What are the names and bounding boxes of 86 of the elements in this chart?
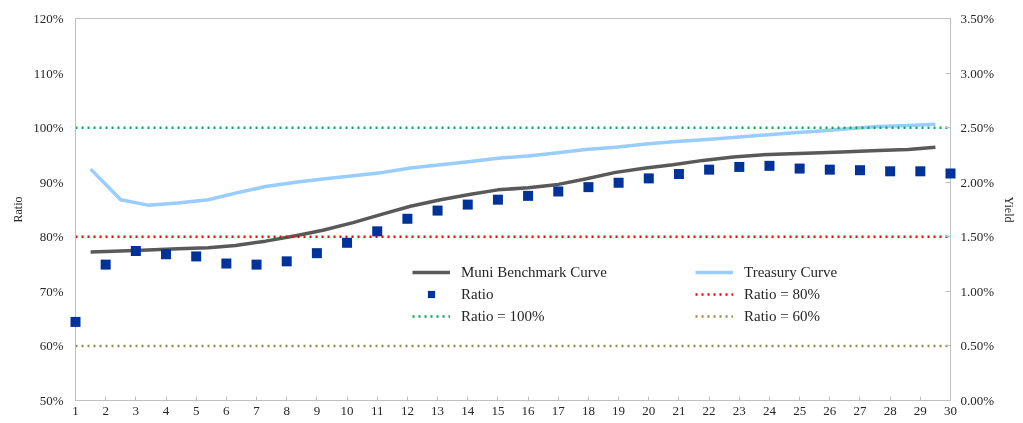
point bbox=[915, 166, 926, 177]
legend-label: Treasury Curve bbox=[744, 263, 838, 281]
point bbox=[492, 194, 503, 205]
x-tick-label: 2 bbox=[102, 402, 109, 418]
x-tick-label: 19 bbox=[612, 402, 626, 418]
y-tick-label: 110% bbox=[33, 65, 64, 81]
point bbox=[311, 248, 322, 259]
y2-tick-label: 3.50% bbox=[960, 11, 995, 26]
legend-label: Ratio = 80% bbox=[744, 285, 820, 303]
point bbox=[251, 259, 262, 270]
y2-tick-label: 0.50% bbox=[960, 338, 995, 354]
legend-label: Muni Benchmark Curve bbox=[461, 263, 607, 281]
point bbox=[372, 226, 383, 237]
y2-tick-label: 1.50% bbox=[960, 229, 995, 245]
x-tick-label: 30 bbox=[944, 402, 957, 418]
x-tick-label: 9 bbox=[313, 402, 321, 418]
y-tick-label: 80% bbox=[39, 229, 64, 245]
y2-axis-title: Yield bbox=[1002, 196, 1017, 223]
x-tick-label: 7 bbox=[253, 402, 261, 418]
point bbox=[191, 251, 202, 262]
y-tick-label: 90% bbox=[39, 174, 64, 190]
line-series bbox=[88, 145, 938, 254]
point bbox=[281, 256, 292, 267]
legend-label: Ratio = 60% bbox=[744, 307, 820, 325]
x-tick-label: 25 bbox=[793, 402, 807, 418]
x-tick-label: 12 bbox=[400, 402, 414, 418]
point bbox=[794, 163, 805, 174]
x-tick-label: 22 bbox=[702, 402, 716, 418]
x-tick-label: 27 bbox=[853, 402, 867, 418]
x-tick-label: 16 bbox=[521, 402, 536, 418]
x-tick-label: 10 bbox=[340, 402, 354, 418]
x-tick-label: 21 bbox=[672, 402, 686, 418]
y-tick-label: 70% bbox=[39, 283, 64, 299]
x-tick-label: 4 bbox=[162, 402, 170, 418]
point bbox=[673, 169, 684, 180]
legend-label: Ratio = 100% bbox=[461, 307, 545, 325]
x-tick-label: 11 bbox=[370, 402, 384, 418]
point bbox=[161, 249, 172, 260]
x-tick-label: 18 bbox=[581, 402, 595, 418]
x-tick-label: 3 bbox=[132, 402, 140, 418]
x-tick-label: 24 bbox=[762, 402, 777, 418]
y2-tick-label: 3.00% bbox=[960, 65, 995, 81]
point bbox=[462, 199, 473, 210]
y2-tick-label: 2.00% bbox=[960, 174, 995, 190]
legend-label: Ratio bbox=[461, 285, 494, 303]
point bbox=[613, 177, 624, 188]
y-tick-label: 50% bbox=[39, 393, 64, 408]
point bbox=[583, 182, 594, 193]
x-tick-label: 13 bbox=[431, 402, 445, 418]
x-tick-label: 17 bbox=[551, 402, 566, 418]
point bbox=[885, 166, 896, 177]
x-tick-label: 20 bbox=[642, 402, 656, 418]
point bbox=[221, 258, 232, 269]
point bbox=[945, 168, 956, 179]
point bbox=[342, 237, 353, 248]
x-tick-label: 5 bbox=[192, 402, 200, 418]
y-tick-label: 120% bbox=[33, 11, 64, 26]
x-tick-label: 15 bbox=[491, 402, 505, 418]
y2-tick-label: 1.00% bbox=[960, 283, 995, 299]
x-tick-label: 14 bbox=[461, 402, 475, 418]
y-tick-label: 100% bbox=[33, 120, 64, 136]
point bbox=[553, 186, 564, 197]
point bbox=[100, 259, 111, 270]
x-tick-label: 8 bbox=[283, 402, 290, 418]
point bbox=[764, 160, 775, 171]
line-series bbox=[88, 122, 938, 207]
point bbox=[523, 190, 534, 201]
point bbox=[402, 213, 413, 224]
y2-tick-label: 0.00% bbox=[960, 393, 995, 408]
x-tick-label: 1 bbox=[72, 402, 79, 418]
point bbox=[643, 173, 654, 184]
y2-tick-label: 2.50% bbox=[960, 120, 995, 136]
x-tick-label: 28 bbox=[883, 402, 897, 418]
x-tick-label: 23 bbox=[732, 402, 746, 418]
point bbox=[432, 205, 443, 216]
point bbox=[824, 164, 835, 175]
x-tick-label: 26 bbox=[823, 402, 837, 418]
point bbox=[734, 161, 745, 172]
point bbox=[130, 245, 141, 256]
x-tick-label: 6 bbox=[223, 402, 231, 418]
point bbox=[70, 316, 81, 327]
point bbox=[704, 164, 715, 175]
x-tick-label: 29 bbox=[913, 402, 927, 418]
point bbox=[854, 165, 865, 176]
y-axis-title: Ratio bbox=[11, 196, 26, 223]
y-tick-label: 60% bbox=[39, 338, 64, 354]
